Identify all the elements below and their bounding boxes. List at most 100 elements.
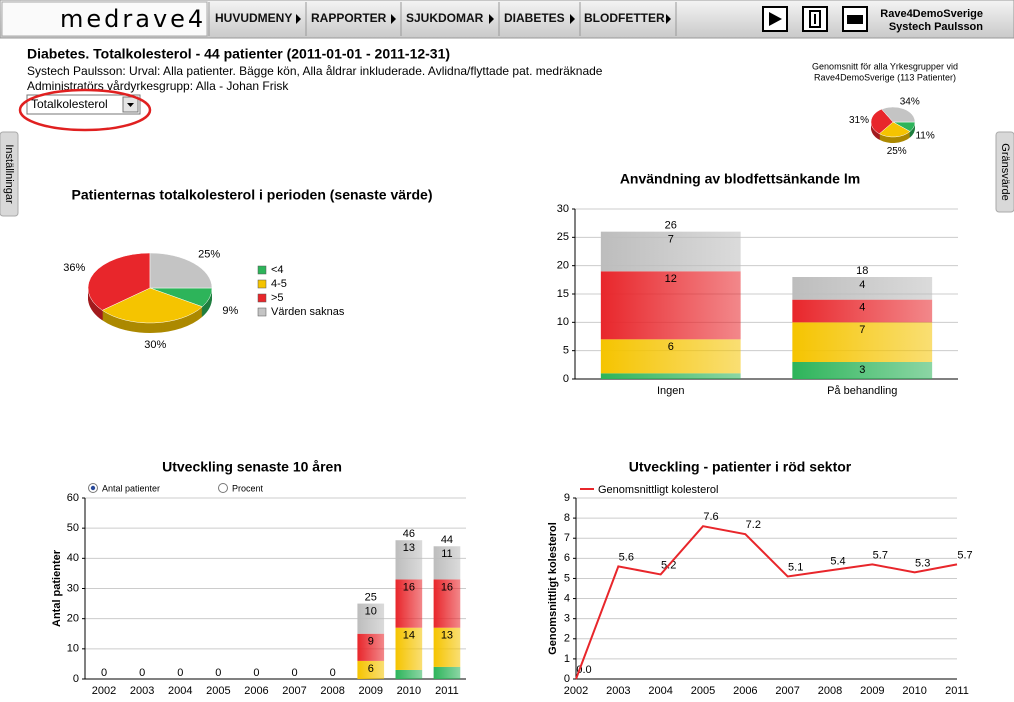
pie-slice [101, 287, 203, 324]
y-tick-label: 0 [73, 673, 79, 685]
y-tick-label: 10 [67, 643, 79, 655]
bar-segment [357, 633, 385, 661]
logo-box [1, 1, 208, 37]
point-label: 5.1 [788, 561, 803, 573]
legend-label: 4-5 [271, 278, 287, 290]
chart-title: Användning av blodfettsänkande lm [620, 171, 860, 187]
x-tick-label: På behandling [827, 385, 897, 397]
bar-total: 0 [101, 667, 107, 679]
pie-label: 9% [222, 305, 238, 317]
bar-segment [395, 540, 423, 580]
legend-swatch [257, 307, 267, 317]
x-tick-label: 2005 [206, 685, 230, 697]
report-title: Diabetes. Totalkolesterol - 44 patienter… [27, 46, 450, 62]
bar-total: 0 [291, 667, 297, 679]
y-tick-label: 10 [557, 316, 569, 328]
pie-slice [881, 106, 916, 123]
bar-total: 18 [856, 265, 868, 277]
bar-total: 25 [365, 591, 377, 603]
bar-segment [433, 627, 461, 667]
chart-title: Rave4DemoSverige (113 Patienter) [814, 72, 956, 82]
x-tick-label: 2008 [818, 685, 842, 697]
y-tick-label: 0 [564, 673, 570, 685]
line [575, 525, 958, 680]
bar-segment [600, 231, 741, 272]
play-glyph [769, 12, 782, 26]
nav-item[interactable]: SJUKDOMAR [406, 11, 484, 25]
pie-label: 31% [849, 115, 869, 126]
point-label: 5.7 [873, 549, 888, 561]
y-tick-label: 30 [557, 203, 569, 215]
report-line: Systech Paulsson: Urval: Alla patienter.… [27, 64, 603, 78]
nav-arrow [666, 14, 671, 24]
bar-segment [395, 579, 423, 628]
chart-title: Genomsnitt för alla Yrkesgrupper vid [812, 61, 958, 71]
side-tab[interactable] [0, 131, 19, 217]
pie-label: 11% [915, 130, 934, 141]
x-tick-label: 2011 [945, 685, 969, 697]
highlight-ellipse [18, 88, 152, 132]
bar-segment [792, 277, 933, 300]
x-tick-label: 2010 [397, 685, 421, 697]
bar-label: 9 [368, 636, 374, 648]
x-tick-label: 2003 [606, 685, 630, 697]
y-tick-label: 25 [557, 231, 569, 243]
radio[interactable] [218, 483, 228, 493]
bar-label: 14 [403, 630, 415, 642]
legend-label: Värden saknas [271, 306, 345, 318]
y-tick-label: 60 [67, 492, 79, 504]
pie-label: 25% [887, 146, 907, 157]
bar-label: 7 [668, 234, 674, 246]
legend-swatch [257, 265, 267, 275]
bar-segment [792, 362, 933, 379]
bar-total: 0 [330, 667, 336, 679]
chart-title: Utveckling senaste 10 åren [162, 459, 342, 475]
point-label: 5.6 [619, 551, 634, 563]
bar-segment [395, 627, 423, 670]
legend-label: <4 [271, 264, 284, 276]
bar-segment [357, 660, 385, 679]
legend-label: >5 [271, 292, 284, 304]
bar-label: 7 [859, 324, 865, 336]
pie-slice [149, 252, 213, 289]
y-axis-label: Genomsnittligt kolesterol [547, 522, 559, 655]
x-tick-label: 2004 [168, 685, 192, 697]
legend-label: Genomsnittligt kolesterol [598, 484, 718, 496]
bar-total: 0 [177, 667, 183, 679]
bar-segment [792, 299, 933, 323]
y-tick-label: 20 [557, 260, 569, 272]
side-tab[interactable] [995, 131, 1014, 213]
bar-label: 4 [859, 302, 865, 314]
pie-label: 30% [144, 339, 166, 351]
select-box[interactable] [26, 94, 141, 115]
y-tick-label: 40 [67, 552, 79, 564]
nav-item[interactable]: BLODFETTER [584, 11, 665, 25]
point-label: 5.3 [915, 557, 930, 569]
bar-label: 13 [403, 542, 415, 554]
legend-swatch [257, 293, 267, 303]
bar-total: 0 [253, 667, 259, 679]
x-tick-label: 2002 [564, 685, 588, 697]
nav-item[interactable]: DIABETES [504, 11, 565, 25]
select-arrow [127, 103, 134, 107]
pie-slice [878, 121, 911, 138]
chart-title: Utveckling - patienter i röd sektor [629, 459, 852, 475]
bar-segment [433, 666, 461, 679]
x-tick-label: 2008 [320, 685, 344, 697]
nav-item[interactable]: HUVUDMENY [215, 11, 292, 25]
x-tick-label: Ingen [657, 385, 685, 397]
x-tick-label: 2009 [860, 685, 884, 697]
nav-item[interactable]: RAPPORTER [311, 11, 387, 25]
chart-title: Patienternas totalkolesterol i perioden … [71, 187, 432, 203]
y-tick-label: 2 [564, 633, 570, 645]
bar-label: 3 [859, 364, 865, 376]
y-tick-label: 7 [564, 532, 570, 544]
y-tick-label: 15 [557, 288, 569, 300]
y-tick-label: 0 [563, 373, 569, 385]
y-tick-label: 5 [564, 572, 570, 584]
export-glyph [809, 10, 821, 28]
user-name: Systech Paulsson [889, 21, 983, 33]
y-tick-label: 30 [67, 582, 79, 594]
